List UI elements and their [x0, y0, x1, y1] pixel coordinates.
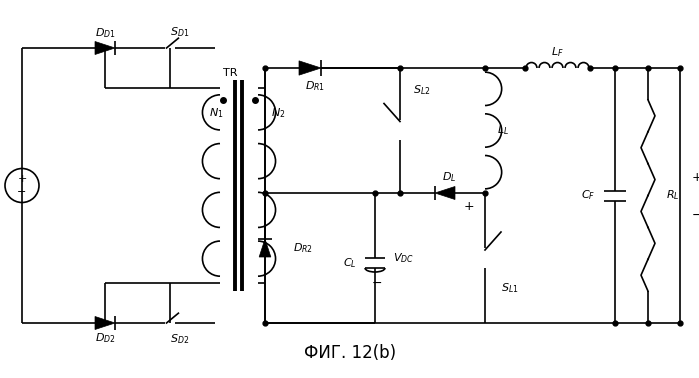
- Text: $N_2$: $N_2$: [271, 106, 285, 120]
- Text: $D_{D2}$: $D_{D2}$: [94, 331, 115, 345]
- Text: $D_{D1}$: $D_{D1}$: [94, 26, 115, 40]
- Text: $D_{R2}$: $D_{R2}$: [293, 241, 313, 255]
- Text: $S_{D2}$: $S_{D2}$: [171, 332, 189, 346]
- Polygon shape: [299, 61, 321, 75]
- Text: ФИГ. 12(b): ФИГ. 12(b): [304, 344, 396, 362]
- Polygon shape: [259, 239, 271, 257]
- Text: $C_F$: $C_F$: [581, 189, 595, 202]
- Polygon shape: [95, 316, 115, 330]
- Text: $C_L$: $C_L$: [343, 256, 357, 270]
- Text: $D_{R1}$: $D_{R1}$: [305, 79, 325, 93]
- Text: TR: TR: [223, 68, 237, 78]
- Text: +: +: [692, 171, 699, 184]
- Text: −: −: [692, 209, 699, 222]
- Text: $L_F$: $L_F$: [551, 45, 564, 59]
- Text: $V_{DC}$: $V_{DC}$: [393, 251, 414, 265]
- Text: −: −: [17, 187, 27, 197]
- Text: $R_L$: $R_L$: [666, 189, 679, 202]
- Text: $D_L$: $D_L$: [442, 170, 456, 184]
- Text: −: −: [372, 276, 382, 290]
- Text: +: +: [17, 175, 27, 184]
- Polygon shape: [435, 186, 455, 200]
- Text: +: +: [463, 200, 475, 214]
- Text: $S_{D1}$: $S_{D1}$: [171, 25, 189, 39]
- Polygon shape: [95, 42, 115, 54]
- Text: $L_L$: $L_L$: [497, 124, 509, 137]
- Text: $S_{L2}$: $S_{L2}$: [413, 83, 431, 97]
- Text: $V_O$: $V_O$: [698, 188, 699, 203]
- Text: $S_{L1}$: $S_{L1}$: [501, 281, 519, 295]
- Text: $N_1$: $N_1$: [209, 106, 223, 120]
